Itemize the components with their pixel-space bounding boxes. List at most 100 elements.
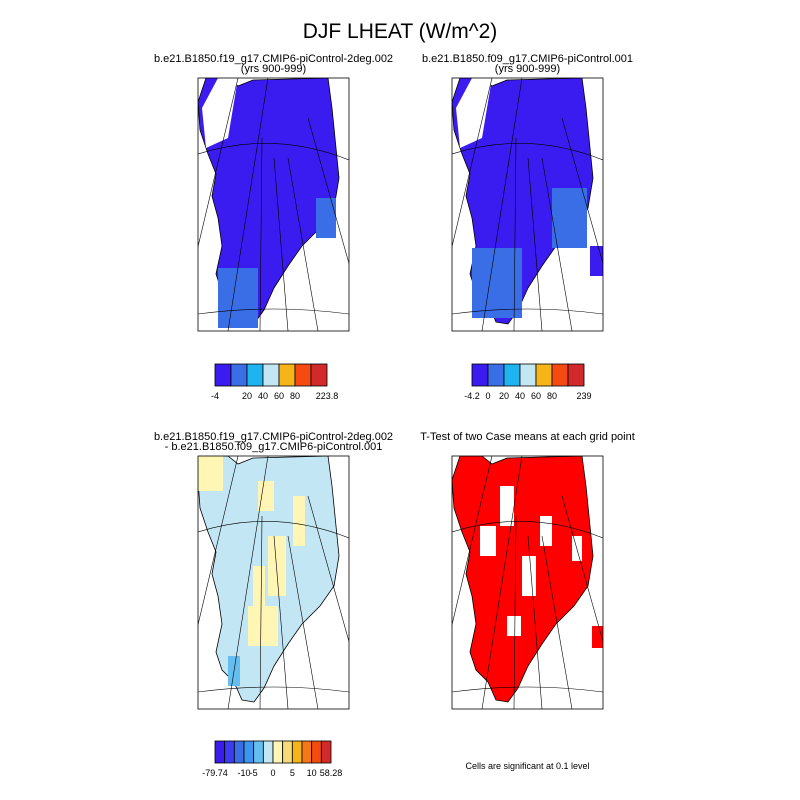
colorbar-label: 80 (547, 391, 557, 401)
colorbar-box (272, 740, 284, 764)
colorbar-label: 40 (515, 391, 525, 401)
colorbar-box (262, 740, 274, 764)
colorbar-box (230, 363, 248, 387)
meridian (481, 78, 523, 331)
meridian (198, 78, 239, 248)
colorbar-box (262, 363, 280, 387)
colorbar-box (224, 740, 235, 764)
colorbar-box (278, 363, 296, 387)
cell (248, 606, 278, 646)
colorbar-label: -4 (211, 391, 219, 401)
map-content (198, 78, 349, 331)
colorbar-box (294, 363, 312, 387)
ocean-patch (202, 78, 238, 148)
latitude-line (452, 308, 603, 315)
colorbar-box (310, 363, 328, 387)
latitude-line (198, 686, 349, 693)
colorbar-box (320, 740, 332, 764)
colorbar-box (471, 363, 489, 387)
land-field (198, 78, 340, 325)
colorbar-label: 40 (258, 391, 268, 401)
meridian (541, 157, 573, 331)
panel-title: (yrs 900-999) (495, 63, 560, 75)
colorbar-label: -79.74 (202, 768, 228, 778)
meridian (481, 456, 523, 709)
colorbar-label: -4.2 (464, 391, 480, 401)
meridian (452, 456, 493, 626)
cell (522, 556, 536, 596)
latitude-line (198, 521, 349, 539)
meridian (227, 456, 269, 709)
figure-title: DJF LHEAT (W/m^2) (303, 20, 498, 43)
latitude-line (198, 143, 349, 161)
meridian (541, 535, 573, 709)
map-frame (451, 455, 604, 710)
colorbar-label: 20 (499, 391, 509, 401)
colorbar-label: 5 (290, 768, 295, 778)
cell (258, 481, 274, 511)
colorbar-label: 60 (274, 391, 284, 401)
meridian (513, 137, 517, 331)
meridian (307, 495, 349, 643)
colorbar-label: 60 (531, 391, 541, 401)
meridian (273, 535, 289, 709)
map (451, 455, 604, 710)
colorbar-box (253, 740, 264, 764)
colorbar-box (282, 740, 293, 764)
cell (472, 248, 522, 318)
colorbar-label: -5 (250, 768, 258, 778)
map-frame (197, 455, 350, 710)
colorbar-box (503, 363, 521, 387)
meridian (527, 535, 543, 709)
latitude-line (452, 143, 603, 161)
meridian (452, 78, 493, 248)
map-content (198, 456, 349, 709)
cell (540, 516, 552, 546)
map-frame (451, 77, 604, 332)
cell (507, 616, 521, 636)
colorbar-box (233, 740, 245, 764)
colorbar-box (214, 740, 226, 764)
colorbar-label: 80 (290, 391, 300, 401)
latitude-line (198, 308, 349, 315)
colorbar-label: 223.8 (316, 391, 339, 401)
map-frame (197, 77, 350, 332)
latitude-line (452, 686, 603, 693)
panel-title: b.e21.B1850.f09_g17.CMIP6-piControl.001 (422, 53, 633, 65)
meridian (561, 117, 603, 265)
meridian (259, 137, 263, 331)
cell (218, 268, 258, 328)
cell (316, 198, 336, 238)
cell (293, 496, 305, 546)
latitude-line (452, 521, 603, 539)
meridian (227, 78, 269, 331)
meridian (307, 117, 349, 265)
colorbar-label: 58.28 (320, 768, 343, 778)
cell (590, 246, 603, 276)
meridian (561, 495, 603, 643)
ocean-patch (456, 78, 492, 148)
colorbar-label: 20 (242, 391, 252, 401)
cell (253, 566, 265, 616)
cell (480, 526, 496, 556)
colorbar-label: 0 (485, 391, 490, 401)
panel-title: b.e21.B1850.f19_g17.CMIP6-piControl-2deg… (154, 53, 393, 65)
panel-title: T-Test of two Case means at each grid po… (420, 431, 635, 443)
colorbar-label: 10 (307, 768, 317, 778)
map (451, 77, 604, 332)
colorbar-label: -10 (237, 768, 250, 778)
colorbar-box (551, 363, 569, 387)
cell (268, 536, 286, 596)
panel-title: (yrs 900-999) (241, 63, 306, 75)
panel-title: - b.e21.B1850.f09_g17.CMIP6-piControl.00… (165, 441, 383, 453)
cell (592, 626, 603, 648)
colorbar-box (301, 740, 313, 764)
colorbar-box (291, 740, 303, 764)
colorbar-box (246, 363, 264, 387)
colorbar-label: 239 (576, 391, 591, 401)
meridian (513, 515, 517, 709)
colorbar-box (214, 363, 232, 387)
panel-title: b.e21.B1850.f19_g17.CMIP6-piControl-2deg… (154, 431, 393, 443)
colorbar-box (519, 363, 537, 387)
map-content (452, 456, 603, 709)
